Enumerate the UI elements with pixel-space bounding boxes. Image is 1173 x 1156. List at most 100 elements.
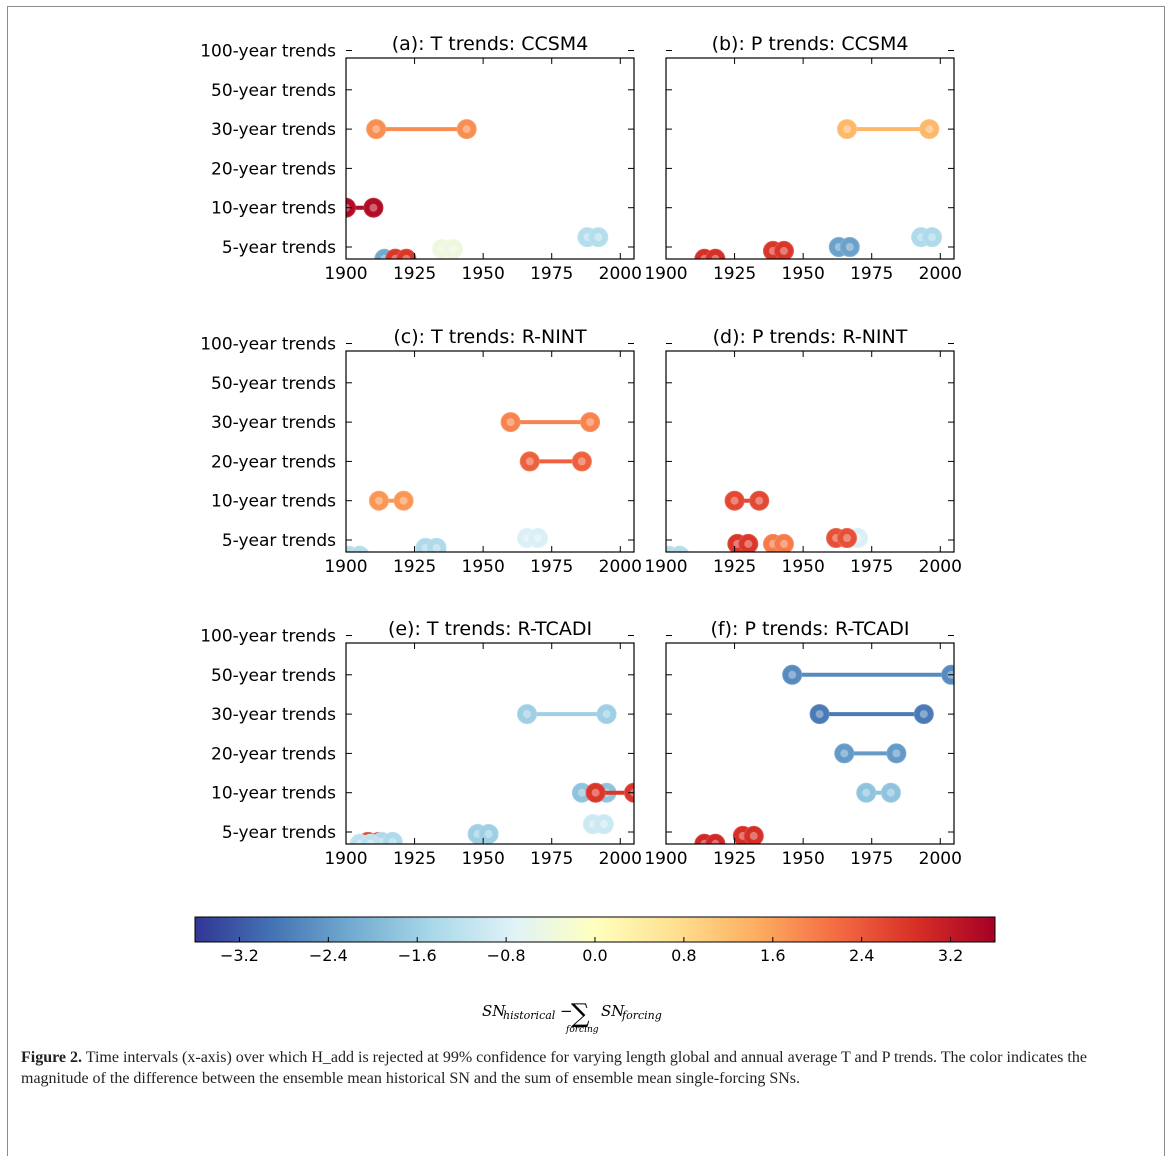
- trend-marker-center: [711, 839, 720, 844]
- x-tick-label: 1950: [782, 557, 825, 577]
- svg-text:SN: SN: [601, 1002, 625, 1020]
- panel-f: (f): P trends: R-TCADI 1900 1925 1950 1975 20…: [644, 618, 962, 869]
- figure-frame: [7, 6, 1165, 1156]
- panel-data: [694, 119, 943, 259]
- panel-b: (b): P trends: CCSM4 1900 1925 1950 1975 2000: [644, 33, 962, 284]
- trend-marker-center: [845, 243, 854, 251]
- y-tick-label: 100-year trends: [200, 627, 336, 647]
- panel-frame: [345, 350, 635, 553]
- trend-marker-center: [599, 820, 608, 829]
- trend-marker-center: [744, 539, 753, 548]
- x-tick-label: 1925: [393, 557, 436, 577]
- trend-marker-center: [388, 837, 397, 844]
- x-tick-label: 1975: [530, 849, 573, 869]
- caption-text: Time intervals (x-axis) over which H_add…: [21, 1049, 1087, 1087]
- colorbar-label: SN historical − ∑ forcing SN forcing: [482, 999, 662, 1035]
- y-tick-label: 50-year trends: [211, 374, 336, 394]
- panel-title: (b): P trends: CCSM4: [712, 33, 909, 55]
- y-tick-label: 20-year trends: [211, 744, 336, 764]
- x-tick-label: 1925: [393, 264, 436, 284]
- x-tick-label: 1975: [850, 849, 893, 869]
- y-tick-label: 5-year trends: [222, 531, 336, 551]
- svg-text:historical: historical: [503, 1009, 556, 1022]
- trend-marker-center: [886, 788, 895, 797]
- y-tick-label: 30-year trends: [211, 705, 336, 725]
- trend-marker-center: [577, 788, 586, 797]
- x-tick-label: 1925: [713, 264, 756, 284]
- trend-marker-center: [843, 125, 852, 134]
- figure-svg: (a): T trends: CCSM4 5-year trends 10-year…: [194, 33, 996, 1035]
- x-tick-label: 1900: [324, 264, 367, 284]
- x-tick-label: 2000: [919, 557, 962, 577]
- trend-marker-center: [586, 418, 595, 427]
- panel-title: (d): P trends: R-NINT: [713, 326, 908, 348]
- panel-title: (a): T trends: CCSM4: [392, 33, 589, 55]
- x-tick-label: 1925: [713, 557, 756, 577]
- trend-marker-center: [730, 496, 739, 505]
- trend-marker: [350, 545, 369, 552]
- colorbar-tick-label: 3.2: [938, 946, 963, 965]
- x-tick-label: 2000: [599, 557, 642, 577]
- x-tick-label: 1950: [782, 264, 825, 284]
- panel-frame: [665, 350, 955, 553]
- trend-marker-center: [577, 457, 586, 466]
- trend-marker-center: [862, 788, 871, 797]
- x-tick-label: 1900: [644, 264, 687, 284]
- trend-marker-center: [462, 125, 471, 134]
- colorbar-tick-label: −3.2: [220, 946, 259, 965]
- figure-caption: Figure 2. Time intervals (x-axis) over w…: [21, 1047, 1151, 1089]
- trend-marker-center: [843, 534, 852, 543]
- panel-title: (e): T trends: R-TCADI: [388, 618, 592, 640]
- x-tick-label: 2000: [599, 849, 642, 869]
- x-tick-label: 2000: [919, 264, 962, 284]
- trend-marker-center: [711, 254, 720, 259]
- trend-marker-center: [840, 749, 849, 758]
- x-tick-label: 1900: [324, 557, 367, 577]
- trend-marker-center: [402, 254, 411, 259]
- panel-d: (d): P trends: R-NINT 1900 1925 1950 1975 200…: [644, 326, 962, 577]
- x-tick-label: 2000: [919, 849, 962, 869]
- trend-marker-center: [372, 125, 381, 134]
- trend-marker-center: [602, 710, 611, 719]
- y-tick-label: 100-year trends: [200, 335, 336, 355]
- x-tick-label: 1900: [644, 849, 687, 869]
- trend-marker-center: [534, 534, 542, 543]
- trend-marker-center: [928, 233, 937, 242]
- trend-marker-center: [484, 829, 493, 838]
- panel-title: (c): T trends: R-NINT: [393, 326, 587, 348]
- trend-marker: [670, 545, 689, 552]
- y-tick-label: 100-year trends: [200, 42, 336, 62]
- y-tick-label: 50-year trends: [211, 81, 336, 101]
- x-tick-label: 1900: [644, 557, 687, 577]
- trend-marker-center: [788, 670, 797, 679]
- panel-e: (e): T trends: R-TCADI 5-year trends 10-ye…: [200, 618, 642, 869]
- svg-text:∑: ∑: [571, 999, 590, 1029]
- trend-marker-center: [506, 418, 515, 427]
- panel-frame: [345, 642, 635, 845]
- trend-marker-center: [749, 831, 758, 840]
- panel-data: [346, 119, 609, 259]
- svg-text:SN: SN: [482, 1002, 506, 1020]
- y-tick-label: 30-year trends: [211, 413, 336, 433]
- x-tick-label: 1950: [782, 849, 825, 869]
- x-tick-label: 1950: [462, 264, 505, 284]
- y-tick-label: 30-year trends: [211, 120, 336, 140]
- x-tick-label: 1975: [850, 557, 893, 577]
- y-tick-label: 10-year trends: [211, 784, 336, 804]
- y-tick-label: 50-year trends: [211, 666, 336, 686]
- trend-marker-center: [523, 710, 532, 719]
- trend-marker-center: [448, 244, 457, 253]
- x-tick-label: 1950: [462, 849, 505, 869]
- trend-marker-center: [432, 543, 441, 552]
- y-tick-label: 5-year trends: [222, 823, 336, 843]
- x-tick-label: 1975: [850, 264, 893, 284]
- colorbar-tick-label: −1.6: [398, 946, 437, 965]
- panel-frame: [665, 57, 955, 260]
- colorbar-tick-label: 0.0: [582, 946, 607, 965]
- x-tick-label: 1950: [462, 557, 505, 577]
- caption-label: Figure 2.: [21, 1049, 83, 1066]
- trend-marker-center: [525, 457, 534, 466]
- trend-marker-center: [399, 496, 408, 505]
- y-tick-label: 10-year trends: [211, 492, 336, 512]
- trend-marker-center: [755, 496, 764, 505]
